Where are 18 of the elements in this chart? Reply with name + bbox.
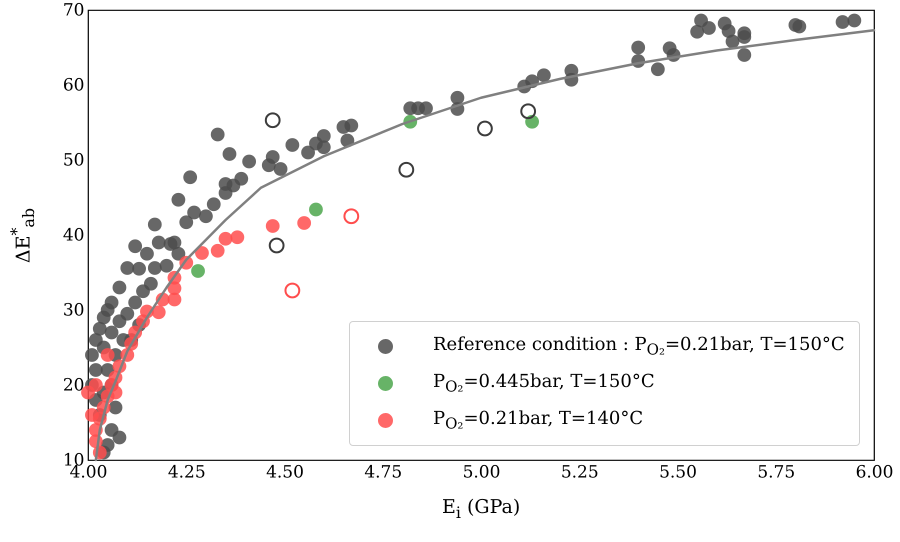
y-tick-label: 50 xyxy=(62,150,84,170)
x-tick-label: 4.75 xyxy=(364,462,402,482)
legend-label: P$_{O₂}$=0.21bar, T=140°C xyxy=(433,408,644,433)
y-tick-label: 30 xyxy=(62,300,84,320)
x-tick-label: 5.50 xyxy=(659,462,697,482)
y-tick-label: 20 xyxy=(62,376,84,396)
x-tick-label: 5.25 xyxy=(560,462,599,482)
y-tick-label: 60 xyxy=(62,76,84,96)
legend-label: Reference condition : P$_{O₂}$=0.21bar, T=150°C xyxy=(433,334,845,359)
x-tick-label: 5.00 xyxy=(462,462,500,482)
x-tick-label: 6.00 xyxy=(856,462,894,482)
x-tick-label: 4.50 xyxy=(266,462,304,482)
x-tick-label: 5.75 xyxy=(757,462,796,482)
x-axis-title: E$_{i}$ (GPa) xyxy=(442,496,520,522)
x-tick-label: 4.25 xyxy=(168,462,206,482)
y-tick-label: 70 xyxy=(62,0,84,20)
y-tick-label: 40 xyxy=(62,226,84,246)
legend-label: P$_{O₂}$=0.445bar, T=150°C xyxy=(433,371,655,396)
